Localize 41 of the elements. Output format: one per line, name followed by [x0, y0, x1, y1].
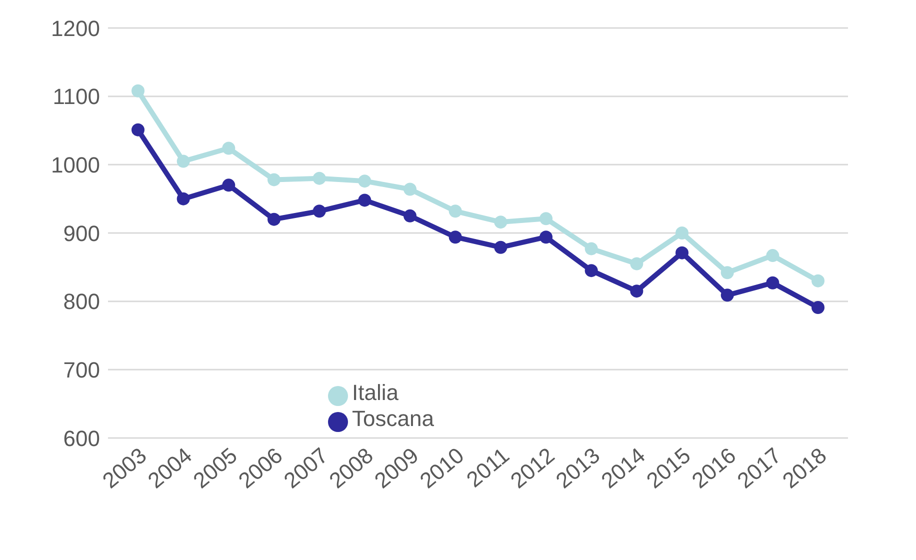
point [222, 178, 236, 192]
point [222, 142, 236, 155]
point [404, 209, 416, 222]
point [448, 230, 462, 244]
point [766, 249, 780, 262]
point [584, 242, 598, 256]
point [630, 257, 644, 270]
legend-label: Italia [352, 380, 398, 405]
point [676, 226, 688, 240]
point [676, 246, 688, 260]
point [494, 216, 508, 229]
y-tick-label: 1100 [52, 84, 100, 110]
point [584, 264, 598, 278]
point [540, 230, 552, 244]
point [720, 288, 734, 302]
y-tick-label: 600 [63, 426, 100, 451]
point [358, 194, 372, 207]
point [766, 276, 780, 290]
point [268, 173, 280, 186]
point [132, 123, 144, 136]
point [540, 212, 552, 226]
point [448, 204, 462, 218]
point [268, 212, 280, 226]
legend-label: Toscana [352, 406, 434, 431]
y-tick-label: 800 [63, 289, 100, 314]
point [312, 204, 326, 218]
point [812, 300, 824, 314]
point [720, 266, 734, 280]
point [312, 172, 326, 185]
point [630, 284, 644, 298]
point [358, 174, 372, 188]
y-tick-label: 900 [63, 220, 100, 246]
y-tick-label: 1000 [51, 152, 100, 178]
y-tick-label: 1200 [51, 16, 100, 41]
point [404, 182, 416, 196]
point [132, 84, 144, 98]
point [494, 240, 508, 254]
point [812, 274, 824, 288]
point [176, 192, 190, 206]
y-tick-label: 700 [63, 357, 100, 382]
point [176, 154, 190, 168]
